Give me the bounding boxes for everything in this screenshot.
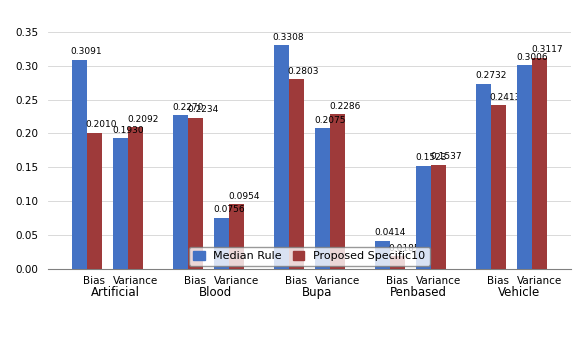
Text: Artificial: Artificial [90, 286, 139, 299]
Text: 0.3308: 0.3308 [272, 32, 304, 41]
Text: 0.2286: 0.2286 [329, 102, 361, 111]
Text: 0.1537: 0.1537 [430, 152, 462, 161]
Bar [128, 127, 143, 269]
Bar [517, 65, 532, 269]
Bar [71, 60, 87, 269]
Bar [173, 115, 188, 269]
Text: 0.1523: 0.1523 [415, 153, 447, 162]
Text: 0.1930: 0.1930 [113, 126, 144, 135]
Bar [188, 118, 203, 269]
Text: 0.0185: 0.0185 [389, 244, 420, 253]
Text: Bupa: Bupa [302, 286, 332, 299]
Text: 0.2010: 0.2010 [86, 120, 117, 129]
Bar [288, 79, 304, 269]
Text: 0.0954: 0.0954 [229, 192, 260, 201]
Text: 0.3117: 0.3117 [532, 45, 563, 54]
Text: 0.3091: 0.3091 [71, 47, 103, 56]
Text: 0.0414: 0.0414 [374, 228, 406, 237]
Bar [431, 165, 446, 269]
Text: Blood: Blood [199, 286, 233, 299]
Text: Penbased: Penbased [390, 286, 447, 299]
Bar [87, 133, 101, 269]
Text: 0.2234: 0.2234 [187, 105, 218, 114]
Bar [390, 256, 404, 269]
Bar [229, 204, 244, 269]
Bar [476, 84, 490, 269]
Text: Vehicle: Vehicle [498, 286, 540, 299]
Bar [374, 241, 390, 269]
Text: 0.2732: 0.2732 [475, 71, 506, 80]
Bar [490, 105, 506, 269]
Bar [416, 166, 431, 269]
Bar [315, 128, 331, 269]
Bar [214, 218, 229, 269]
Text: 0.3006: 0.3006 [516, 53, 548, 62]
Text: 0.2270: 0.2270 [172, 103, 203, 112]
Text: 0.2075: 0.2075 [315, 116, 346, 125]
Text: 0.0756: 0.0756 [213, 205, 245, 214]
Bar [331, 114, 345, 269]
Bar [113, 138, 128, 269]
Legend: Median Rule, Proposed Specific10: Median Rule, Proposed Specific10 [189, 247, 430, 266]
Text: 0.2803: 0.2803 [288, 67, 319, 76]
Bar [274, 45, 288, 269]
Text: 0.2413: 0.2413 [490, 93, 521, 102]
Text: 0.2092: 0.2092 [128, 115, 159, 124]
Bar [532, 58, 547, 269]
